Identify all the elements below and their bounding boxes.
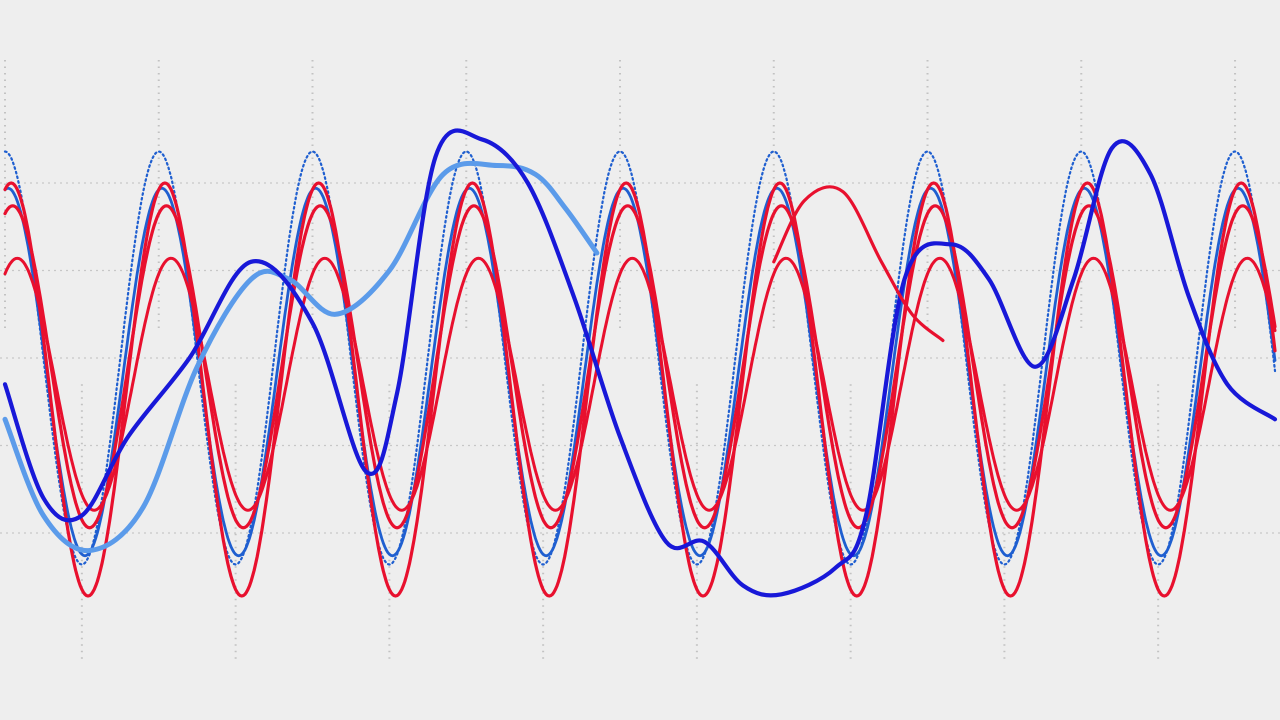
series-line-2: [3, 181, 1277, 598]
series-layer: [2, 128, 1278, 598]
series-line-7: [772, 185, 945, 343]
series-line-6: [2, 128, 1278, 598]
series-line-3: [3, 204, 1277, 530]
series-line-4: [3, 256, 1277, 512]
grid-layer: [0, 60, 1280, 660]
